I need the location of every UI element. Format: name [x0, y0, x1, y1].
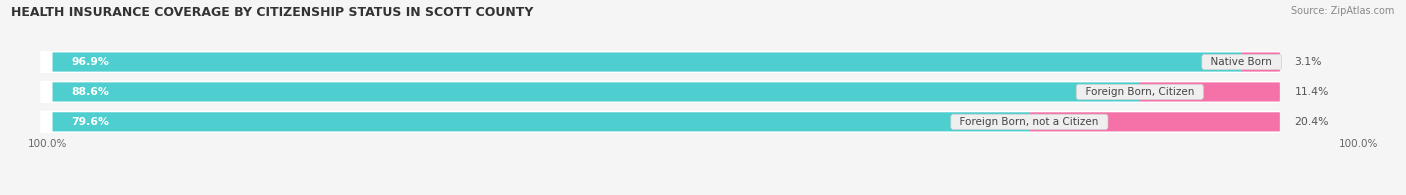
Text: Source: ZipAtlas.com: Source: ZipAtlas.com: [1291, 6, 1395, 16]
Text: Foreign Born, Citizen: Foreign Born, Citizen: [1078, 87, 1201, 97]
FancyBboxPatch shape: [1140, 82, 1279, 102]
FancyBboxPatch shape: [41, 51, 1279, 73]
Text: 3.1%: 3.1%: [1295, 57, 1322, 67]
Text: 20.4%: 20.4%: [1295, 117, 1329, 127]
FancyBboxPatch shape: [41, 81, 1279, 103]
Text: 96.9%: 96.9%: [72, 57, 108, 67]
FancyBboxPatch shape: [41, 111, 1279, 133]
FancyBboxPatch shape: [1029, 112, 1279, 131]
Text: 100.0%: 100.0%: [28, 139, 67, 149]
Text: 79.6%: 79.6%: [72, 117, 110, 127]
FancyBboxPatch shape: [52, 112, 1029, 131]
Legend: With Coverage, Without Coverage: With Coverage, Without Coverage: [579, 191, 827, 195]
FancyBboxPatch shape: [52, 52, 1241, 72]
Text: 11.4%: 11.4%: [1295, 87, 1329, 97]
FancyBboxPatch shape: [1241, 52, 1279, 72]
Text: Foreign Born, not a Citizen: Foreign Born, not a Citizen: [953, 117, 1105, 127]
Text: 88.6%: 88.6%: [72, 87, 108, 97]
Text: 100.0%: 100.0%: [1339, 139, 1378, 149]
Text: Native Born: Native Born: [1205, 57, 1279, 67]
Text: HEALTH INSURANCE COVERAGE BY CITIZENSHIP STATUS IN SCOTT COUNTY: HEALTH INSURANCE COVERAGE BY CITIZENSHIP…: [11, 6, 534, 19]
FancyBboxPatch shape: [52, 82, 1140, 102]
